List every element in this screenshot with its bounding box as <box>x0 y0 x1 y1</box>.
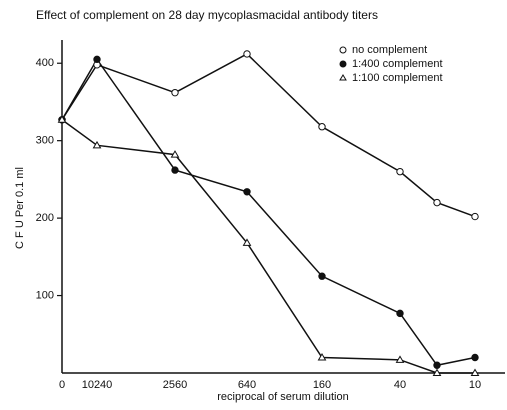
marker <box>171 166 179 174</box>
x-tick-label: 10240 <box>82 379 113 391</box>
legend-label: 1:100 complement <box>352 72 443 84</box>
x-tick-label: 10 <box>469 379 481 391</box>
x-axis-label: reciprocal of serum dilution <box>217 391 348 403</box>
chart-title: Effect of complement on 28 day mycoplasm… <box>36 8 378 22</box>
x-tick-label: 0 <box>59 379 65 391</box>
marker <box>396 167 404 176</box>
marker <box>92 140 102 149</box>
y-tick-label: 400 <box>36 57 54 69</box>
series-line <box>61 57 476 367</box>
marker <box>243 50 251 58</box>
marker <box>395 355 405 363</box>
marker <box>317 353 327 361</box>
x-tick-label: 640 <box>238 379 256 391</box>
x-tick-label: 40 <box>394 379 406 391</box>
y-axis-label: C F U Per 0.1 ml <box>14 167 26 249</box>
marker <box>318 272 326 280</box>
x-tick-label: 2560 <box>163 379 187 391</box>
marker <box>242 238 252 246</box>
legend-label: no complement <box>352 44 427 56</box>
legend-marker <box>339 74 347 81</box>
series-line <box>61 53 476 218</box>
marker <box>243 188 251 196</box>
marker <box>432 368 442 376</box>
marker <box>57 115 67 123</box>
marker <box>396 309 404 318</box>
series-line <box>61 119 475 374</box>
marker <box>471 212 479 221</box>
legend-marker <box>339 60 347 68</box>
legend-marker <box>339 46 347 54</box>
marker <box>318 123 326 131</box>
marker <box>470 368 480 376</box>
legend-label: 1:400 complement <box>352 58 443 70</box>
marker <box>171 88 179 97</box>
marker <box>433 198 441 207</box>
marker <box>170 150 180 158</box>
y-tick-label: 100 <box>36 289 54 301</box>
y-tick-label: 300 <box>36 135 54 147</box>
marker <box>93 55 101 64</box>
marker <box>471 353 479 362</box>
y-tick-label: 200 <box>36 212 54 224</box>
marker <box>433 361 441 369</box>
x-tick-label: 160 <box>313 379 331 391</box>
